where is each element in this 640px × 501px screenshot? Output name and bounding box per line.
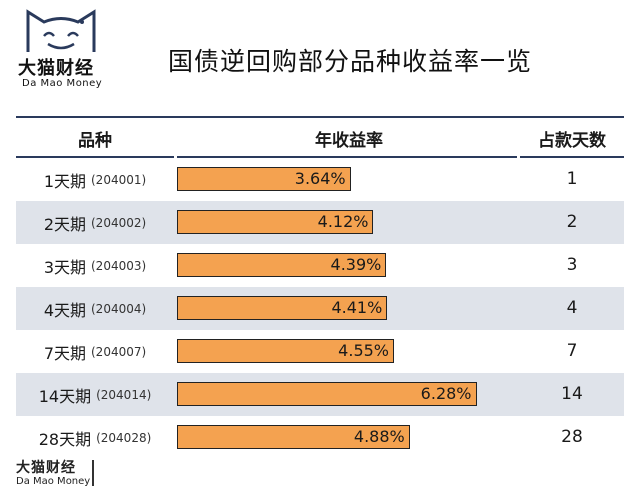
variety-code: (204003) xyxy=(91,258,147,273)
days-cell: 7 xyxy=(566,341,578,361)
days-cell: 14 xyxy=(561,384,583,404)
variety-code: (204014) xyxy=(96,387,152,402)
variety-cell: 28天期 (204028) xyxy=(16,416,174,459)
table-row: 4天期 (204004) 4.41% 4 xyxy=(16,287,624,330)
header-days: 占款天数 xyxy=(538,131,606,151)
footer-brand-cn: 大猫财经 xyxy=(16,460,76,476)
variety-name: 2天期 xyxy=(43,214,86,234)
rate-bar xyxy=(177,167,351,191)
days-cell: 3 xyxy=(566,255,578,275)
rate-bar xyxy=(177,253,387,277)
variety-code: (204002) xyxy=(91,215,147,230)
variety-name: 14天期 xyxy=(38,386,92,406)
variety-name: 4天期 xyxy=(43,300,86,320)
rate-bar xyxy=(177,296,388,320)
table-row: 1天期 (204001) 3.64% 1 xyxy=(16,158,624,201)
chart-title: 国债逆回购部分品种收益率一览 xyxy=(168,47,533,76)
variety-code: (204001) xyxy=(91,172,147,187)
variety-code: (204028) xyxy=(96,430,152,445)
variety-cell: 1天期 (204001) xyxy=(16,158,174,201)
variety-cell: 14天期 (204014) xyxy=(16,373,174,416)
top-rule xyxy=(16,116,624,118)
variety-name: 1天期 xyxy=(43,171,86,191)
variety-name: 7天期 xyxy=(43,343,86,363)
table-row: 3天期 (204003) 4.39% 3 xyxy=(16,244,624,287)
days-cell: 4 xyxy=(566,298,578,318)
table-row: 2天期 (204002) 4.12% 2 xyxy=(16,201,624,244)
rate-label: 4.55% xyxy=(338,341,389,360)
table-row: 7天期 (204007) 4.55% 7 xyxy=(16,330,624,373)
header-rule-rate xyxy=(177,156,517,158)
table-row: 14天期 (204014) 6.28% 14 xyxy=(16,373,624,416)
variety-code: (204007) xyxy=(91,344,147,359)
brand-name-en: Da Mao Money xyxy=(22,78,103,89)
days-cell: 1 xyxy=(566,169,578,189)
variety-cell: 7天期 (204007) xyxy=(16,330,174,373)
brand-logo: 大猫财经 Da Mao Money xyxy=(12,6,112,98)
variety-cell: 2天期 (204002) xyxy=(16,201,174,244)
rate-bar xyxy=(177,425,410,449)
variety-cell: 3天期 (204003) xyxy=(16,244,174,287)
variety-name: 28天期 xyxy=(38,429,92,449)
brand-name-cn: 大猫财经 xyxy=(18,58,94,79)
rate-label: 6.28% xyxy=(420,384,472,403)
variety-name: 3天期 xyxy=(43,257,86,277)
rate-label: 4.41% xyxy=(331,298,383,317)
variety-cell: 4天期 (204004) xyxy=(16,287,174,330)
rate-bar xyxy=(177,382,477,406)
rate-bar xyxy=(177,210,374,234)
header-rate: 年收益率 xyxy=(315,131,383,151)
variety-code: (204004) xyxy=(91,301,147,316)
days-cell: 2 xyxy=(566,212,578,232)
header-rule-variety xyxy=(16,156,174,158)
rate-label: 3.64% xyxy=(294,169,346,188)
footer-divider xyxy=(92,460,94,486)
table-row: 28天期 (204028) 4.88% 28 xyxy=(16,416,624,459)
cat-face-logo-icon xyxy=(26,9,96,52)
header-variety: 品种 xyxy=(78,131,112,151)
footer-brand-en: Da Mao Money xyxy=(16,476,91,487)
days-cell: 28 xyxy=(561,427,583,447)
header-rule-days xyxy=(520,156,624,158)
rate-bar xyxy=(177,339,394,363)
rate-label: 4.39% xyxy=(330,255,382,274)
rate-label: 4.12% xyxy=(317,212,369,231)
rate-label: 4.88% xyxy=(353,427,405,446)
